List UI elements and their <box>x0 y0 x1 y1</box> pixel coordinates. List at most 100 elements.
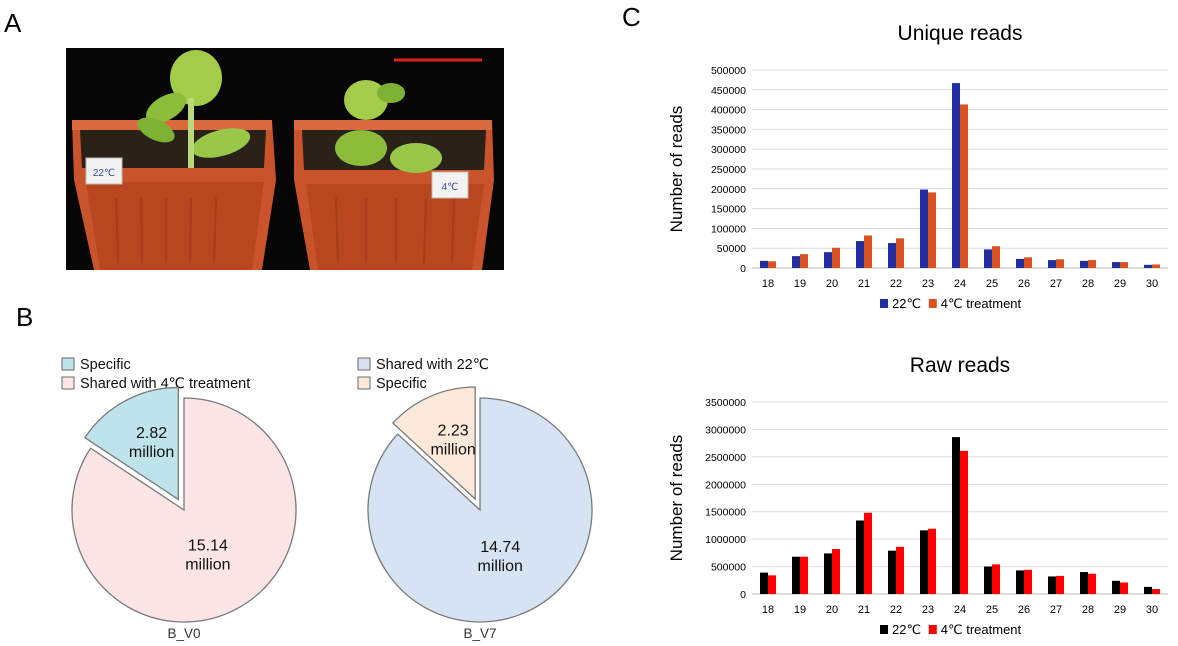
x-tick-label-1-7: 25 <box>986 604 998 616</box>
bar-chart-raw-reads-svg: Raw reads Number of reads 0 500000 1000000 15… <box>667 354 1168 637</box>
panel-letter-c: C <box>622 2 641 32</box>
bar-0-1-9 <box>1056 259 1064 268</box>
y-tick-label-0-5: 250000 <box>711 164 746 176</box>
legend-label-0-0: 22℃ <box>892 296 921 311</box>
x-tick-label-1-5: 23 <box>922 604 934 616</box>
left-pot-tag: 22℃ <box>93 168 115 179</box>
right-pot: 4℃ <box>294 80 494 270</box>
y-tick-label-1-4: 2000000 <box>705 479 746 491</box>
pie-legend-swatch-1-0 <box>357 357 371 371</box>
bar-0-1-10 <box>1088 260 1096 268</box>
legend-label-0-1: 4℃ treatment <box>941 296 1022 311</box>
bar-0-0-3 <box>856 241 864 268</box>
x-tick-label-0-9: 27 <box>1050 278 1062 290</box>
chart-ylabel-1: Number of reads <box>667 435 686 562</box>
pie-legend-swatch-0-1 <box>61 376 75 390</box>
pie-slice-label-unit-0-1: million <box>185 556 230 573</box>
x-tick-label-0-12: 30 <box>1146 278 1158 290</box>
legend-swatch-1-1 <box>928 625 937 634</box>
chart-title-0: Unique reads <box>898 22 1023 45</box>
pie-slice-label-value-0-0: 2.82 <box>136 425 167 442</box>
left-pot: 22℃ <box>72 50 276 270</box>
panel-letter-a: A <box>4 8 22 38</box>
bar-0-0-7 <box>984 249 992 268</box>
legend-label-1-1: 4℃ treatment <box>941 622 1022 637</box>
bar-0-0-2 <box>824 252 832 268</box>
bar-0-0-8 <box>1016 258 1024 268</box>
bar-chart-unique-reads: Unique reads Number of reads 0 50000 100000 1… <box>660 14 1178 320</box>
bar-0-0-11 <box>1112 262 1120 268</box>
bar-1-0-10 <box>1080 572 1088 594</box>
pie-chart-b-v0: Specific Shared with 4℃ treatment 2.82 mill… <box>40 350 330 646</box>
bar-0-1-4 <box>896 238 904 268</box>
y-tick-label-0-8: 400000 <box>711 105 746 117</box>
bar-1-1-8 <box>1024 569 1032 594</box>
bar-1-1-1 <box>800 556 808 594</box>
bar-0-0-5 <box>920 189 928 268</box>
pie-slice-label-value-0-1: 15.14 <box>188 537 228 554</box>
y-tick-label-0-1: 50000 <box>717 243 746 255</box>
bar-1-1-9 <box>1056 575 1064 594</box>
x-tick-label-1-10: 28 <box>1082 604 1094 616</box>
y-tick-label-0-4: 200000 <box>711 184 746 196</box>
bar-1-0-9 <box>1048 576 1056 594</box>
legend-swatch-0-1 <box>928 299 937 308</box>
y-tick-label-1-7: 3500000 <box>705 397 746 409</box>
bar-0-0-10 <box>1080 260 1088 268</box>
x-tick-label-0-0: 18 <box>762 278 774 290</box>
bar-1-0-1 <box>792 556 800 594</box>
x-tick-label-0-10: 28 <box>1082 278 1094 290</box>
x-tick-label-1-11: 29 <box>1114 604 1126 616</box>
pie-slice-1-0 <box>391 386 476 501</box>
x-tick-label-0-2: 20 <box>826 278 838 290</box>
bar-1-0-4 <box>888 550 896 594</box>
pie-legend-label-0-0: Specific <box>80 357 131 373</box>
y-tick-label-1-1: 500000 <box>711 562 746 574</box>
pie-slice-0-0 <box>83 386 179 501</box>
chart-title-1: Raw reads <box>910 354 1010 377</box>
x-tick-label-0-3: 21 <box>858 278 870 290</box>
bar-0-1-11 <box>1120 262 1128 268</box>
bar-chart-raw-reads: Raw reads Number of reads 0 500000 1000000 15… <box>660 346 1178 646</box>
bar-1-0-2 <box>824 553 832 594</box>
bar-1-0-8 <box>1016 570 1024 594</box>
pie-slice-label-value-1-0: 2.23 <box>438 423 469 440</box>
x-tick-label-0-6: 24 <box>954 278 966 290</box>
y-tick-label-1-3: 1500000 <box>705 507 746 519</box>
x-tick-label-1-3: 21 <box>858 604 870 616</box>
bar-0-0-9 <box>1048 260 1056 268</box>
y-tick-label-1-0: 0 <box>740 589 746 601</box>
y-tick-label-0-2: 100000 <box>711 223 746 235</box>
bar-1-1-0 <box>768 575 776 594</box>
pie-slice-0-1 <box>71 397 297 623</box>
bar-0-1-0 <box>768 261 776 268</box>
y-tick-label-1-6: 3000000 <box>705 424 746 436</box>
pie-legend-label-1-1: Specific <box>376 376 427 392</box>
bar-0-0-6 <box>952 83 960 269</box>
bar-0-0-4 <box>888 243 896 268</box>
pie-slice-label-unit-1-1: million <box>478 558 523 575</box>
bar-0-0-12 <box>1144 264 1152 268</box>
bar-0-0-0 <box>760 260 768 268</box>
bar-1-1-12 <box>1152 589 1160 594</box>
right-pot-tag: 4℃ <box>442 182 459 193</box>
chart-ylabel-0: Number of reads <box>667 106 686 233</box>
y-tick-label-0-7: 350000 <box>711 124 746 136</box>
bar-0-0-1 <box>792 256 800 268</box>
y-tick-label-0-6: 300000 <box>711 144 746 156</box>
bar-1-0-3 <box>856 520 864 594</box>
y-tick-label-0-0: 0 <box>740 263 746 275</box>
pie-caption-1: B_V7 <box>463 626 496 641</box>
x-tick-label-0-8: 26 <box>1018 278 1030 290</box>
pie-chart-b-v7: Shared with 22℃ Specific 2.23 million 14.74 m… <box>336 350 626 646</box>
y-tick-label-0-3: 150000 <box>711 204 746 216</box>
y-tick-label-1-2: 1000000 <box>705 534 746 546</box>
bar-0-1-8 <box>1024 257 1032 268</box>
bar-1-0-11 <box>1112 580 1120 594</box>
bar-1-1-4 <box>896 546 904 594</box>
bar-1-0-6 <box>952 437 960 594</box>
y-tick-label-0-9: 450000 <box>711 85 746 97</box>
bar-0-1-12 <box>1152 264 1160 268</box>
x-tick-label-1-12: 30 <box>1146 604 1158 616</box>
bar-0-1-7 <box>992 246 1000 268</box>
